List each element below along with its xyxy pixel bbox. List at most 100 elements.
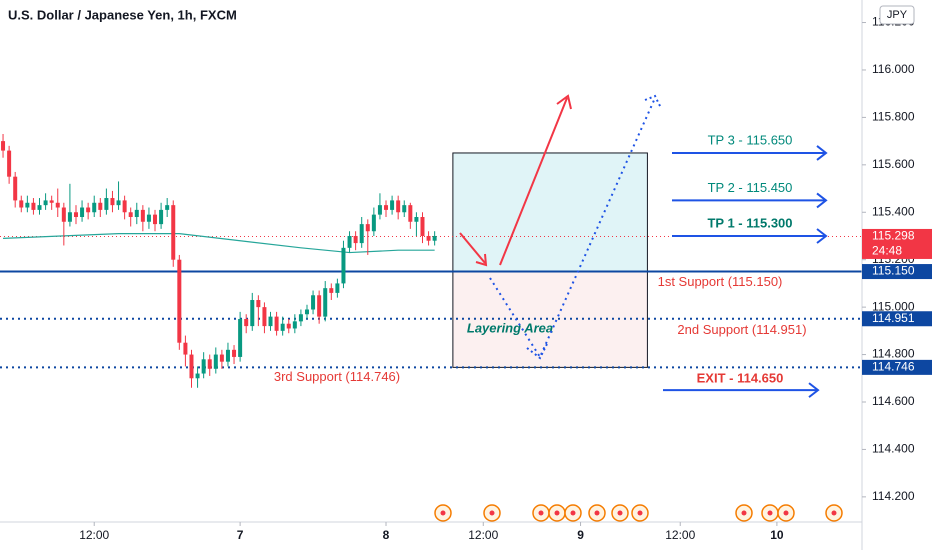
y-tick-label: 115.000: [872, 299, 915, 313]
x-tick-label: 8: [383, 528, 390, 542]
price-badge-label: 115.298: [872, 229, 915, 243]
candle-body: [286, 323, 291, 329]
candle-body: [177, 259, 182, 343]
candle-body: [43, 200, 48, 206]
y-tick-label: 114.200: [872, 489, 915, 503]
y-tick-label: 116.000: [872, 62, 915, 76]
candle-body: [49, 200, 54, 203]
countdown-label: 24:48: [872, 244, 902, 258]
candle-body: [250, 300, 255, 327]
annotation-label: 3rd Support (114.746): [274, 369, 400, 384]
candle-body: [262, 307, 267, 327]
candle-body: [402, 205, 407, 213]
candle-body: [98, 202, 103, 210]
candle-body: [110, 198, 115, 206]
x-tick-label: 12:00: [79, 528, 109, 542]
candle-body: [134, 209, 139, 218]
price-badge: [862, 228, 932, 259]
x-tick-label: 10: [770, 528, 784, 542]
candle-body: [317, 295, 322, 317]
candle-body: [390, 200, 395, 210]
candle-body: [146, 214, 151, 222]
price-badge: [862, 359, 932, 375]
candle-body: [219, 354, 224, 362]
event-dot: [637, 510, 643, 516]
candle-body: [414, 217, 419, 222]
candle-body: [104, 198, 109, 210]
candle-body: [189, 354, 194, 379]
candle-body: [73, 212, 78, 218]
candle-body: [384, 205, 389, 210]
y-tick-label: 115.800: [872, 110, 915, 124]
candle-body: [92, 202, 97, 213]
price-badge-label: 115.150: [872, 264, 915, 278]
candle-body: [420, 217, 425, 236]
candle-body: [61, 207, 66, 222]
candle-body: [128, 212, 133, 218]
price-badge: [862, 311, 932, 327]
candle-body: [292, 321, 297, 329]
event-dot: [594, 510, 600, 516]
x-tick-label: 12:00: [665, 528, 695, 542]
price-axis: 114.200 114.400 114.600 114.800 115.000 115.2…: [862, 15, 932, 503]
moving-average: [3, 233, 435, 254]
candle-body: [195, 373, 200, 379]
event-dot: [489, 510, 495, 516]
price-badge: [862, 264, 932, 280]
candle-body: [159, 209, 164, 225]
candle-body: [280, 323, 285, 331]
annotation-label: 2nd Support (114.951): [677, 322, 806, 337]
candle-body: [80, 207, 85, 218]
event-dot: [538, 510, 544, 516]
candle-body: [335, 283, 340, 293]
event-dot: [767, 510, 773, 516]
candle-body: [122, 200, 127, 213]
candle-body: [311, 295, 316, 310]
y-tick-label: 115.400: [872, 204, 915, 218]
candle-body: [408, 205, 413, 222]
candle-body: [365, 224, 370, 232]
candle-body: [67, 212, 72, 222]
candle-body: [232, 349, 237, 357]
event-dot: [440, 510, 446, 516]
plot-area: Layering Area TP 3 - 115.650 TP 2 - 115.45…: [0, 132, 862, 398]
candle-body: [1, 141, 6, 151]
candle-body: [183, 342, 188, 355]
candle-body: [274, 316, 279, 331]
candle-body: [55, 202, 60, 208]
candle-body: [13, 176, 18, 201]
red-arrowhead: [556, 94, 572, 110]
candle-body: [347, 235, 352, 248]
candle-body: [304, 309, 309, 315]
y-tick-label: 115.600: [872, 157, 915, 171]
candle-body: [298, 314, 303, 322]
drawings: [459, 94, 662, 360]
candle-body: [238, 318, 243, 357]
currency-badge[interactable]: [879, 5, 915, 25]
y-tick-label: 114.600: [872, 394, 915, 408]
candle-body: [31, 202, 36, 210]
candle-body: [116, 200, 121, 206]
event-dot: [831, 510, 837, 516]
annotation-arrowhead: [808, 382, 820, 398]
candle-body: [37, 205, 42, 210]
candle-body: [341, 247, 346, 284]
candle-body: [25, 202, 30, 208]
event-dot: [617, 510, 623, 516]
price-badge-label: 114.951: [872, 311, 915, 325]
red-arrow: [499, 97, 568, 266]
dotted-arrowhead: [644, 94, 662, 109]
dotted-path: [489, 97, 656, 360]
x-tick-label: 9: [577, 528, 584, 542]
currency-label: JPY: [887, 9, 908, 21]
event-dot: [570, 510, 576, 516]
y-tick-label: 114.400: [872, 442, 915, 456]
candle-body: [359, 224, 364, 244]
candle-body: [268, 316, 273, 327]
candle-body: [153, 214, 158, 225]
x-tick-label: 7: [237, 528, 244, 542]
annotation-label: TP 3 - 115.650: [708, 132, 793, 147]
x-tick-label: 12:00: [468, 528, 498, 542]
candle-body: [426, 235, 431, 241]
annotation-arrowhead: [816, 145, 828, 161]
